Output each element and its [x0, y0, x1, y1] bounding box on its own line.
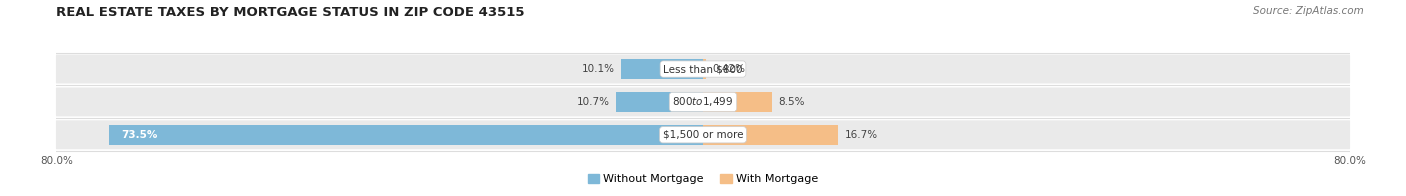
Text: REAL ESTATE TAXES BY MORTGAGE STATUS IN ZIP CODE 43515: REAL ESTATE TAXES BY MORTGAGE STATUS IN … — [56, 6, 524, 19]
Text: 10.7%: 10.7% — [576, 97, 610, 107]
Text: 16.7%: 16.7% — [845, 130, 877, 140]
Bar — [703, 92, 772, 112]
Bar — [703, 59, 706, 79]
Bar — [703, 125, 838, 145]
FancyBboxPatch shape — [56, 87, 1350, 116]
Text: $800 to $1,499: $800 to $1,499 — [672, 95, 734, 108]
Text: 10.1%: 10.1% — [582, 64, 614, 74]
Bar — [621, 59, 703, 79]
Text: 73.5%: 73.5% — [121, 130, 157, 140]
FancyBboxPatch shape — [56, 54, 1350, 83]
Text: 0.42%: 0.42% — [713, 64, 745, 74]
Text: Less than $800: Less than $800 — [664, 64, 742, 74]
Text: 8.5%: 8.5% — [778, 97, 804, 107]
FancyBboxPatch shape — [56, 120, 1350, 149]
Bar — [616, 92, 703, 112]
Text: Source: ZipAtlas.com: Source: ZipAtlas.com — [1253, 6, 1364, 16]
Legend: Without Mortgage, With Mortgage: Without Mortgage, With Mortgage — [583, 169, 823, 189]
Text: $1,500 or more: $1,500 or more — [662, 130, 744, 140]
Bar — [108, 125, 703, 145]
